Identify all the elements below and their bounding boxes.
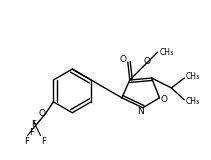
Text: F: F [31, 120, 36, 129]
Text: O: O [38, 109, 45, 118]
Text: N: N [137, 107, 144, 116]
Text: F: F [42, 136, 46, 145]
Text: CH₃: CH₃ [185, 97, 199, 106]
Text: O: O [161, 95, 168, 104]
Text: F: F [29, 128, 34, 137]
Text: CH₃: CH₃ [185, 72, 199, 80]
Text: O: O [143, 57, 150, 66]
Text: F: F [24, 136, 29, 145]
Text: O: O [119, 55, 126, 64]
Text: CH₃: CH₃ [160, 48, 174, 57]
